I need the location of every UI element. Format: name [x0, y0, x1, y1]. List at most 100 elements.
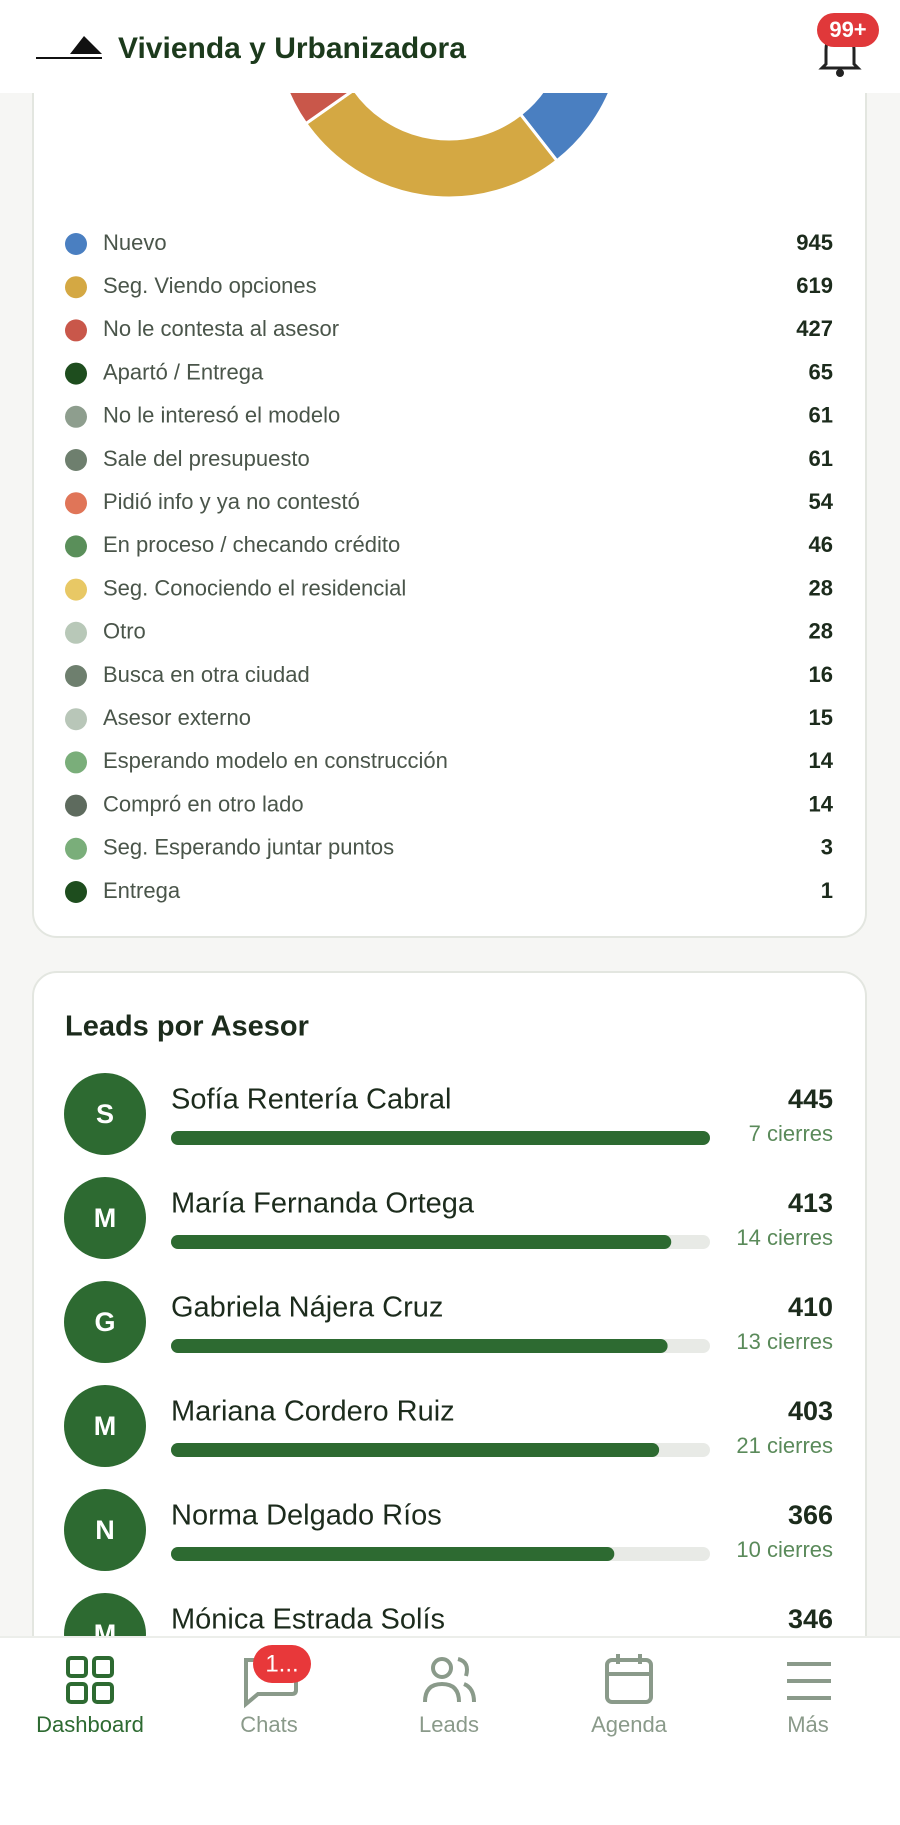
avatar: [64, 1385, 146, 1467]
advisor-name: Sofía Rentería Cabral: [171, 1084, 451, 1116]
nav-label[interactable]: Leads: [419, 1712, 479, 1737]
legend-label: Esperando modelo en construcción: [103, 748, 448, 773]
avatar-initial: N: [95, 1515, 115, 1545]
chats-badge-text: 1...: [265, 1650, 298, 1677]
avatar-initial: M: [94, 1411, 117, 1441]
legend-value: 14: [809, 748, 834, 773]
logo: [36, 36, 102, 54]
legend-value: 3: [821, 835, 833, 860]
legend-value: 54: [809, 489, 834, 514]
agenda-icon[interactable]: [605, 1654, 653, 1704]
legend-dot: [65, 233, 87, 255]
legend-dot: [65, 837, 87, 860]
legend-dot: [65, 708, 87, 731]
legend-value: 28: [809, 575, 833, 600]
legend-value: 15: [809, 705, 833, 730]
lead-bar: [171, 1443, 660, 1457]
legend-dot: [65, 881, 87, 903]
legend-dot: [65, 751, 87, 774]
legend-label: No le contesta al asesor: [103, 316, 339, 341]
lead-count: 403: [788, 1396, 833, 1426]
legend-label: Seg. Conociendo el residencial: [103, 575, 406, 600]
legend-value: 619: [796, 273, 833, 298]
donut-segment: [303, 87, 560, 200]
status-card: [32, 0, 867, 938]
legend-dot: [65, 492, 87, 515]
legend-value: 16: [809, 662, 833, 687]
app-title: Vivienda y Urbanizadora: [118, 32, 466, 65]
legend-label: Nuevo: [103, 230, 167, 255]
nav-label[interactable]: Chats: [240, 1712, 297, 1737]
avatar: [64, 1281, 146, 1363]
legend-label: Otro: [103, 619, 146, 644]
legend-label: Busca en otra ciudad: [103, 662, 310, 687]
nav-label[interactable]: Dashboard: [36, 1712, 144, 1737]
nav-label[interactable]: Más: [787, 1712, 829, 1737]
advisor-name: Mónica Estrada Solís: [171, 1604, 445, 1636]
header: [0, 0, 900, 93]
lead-count: 445: [788, 1084, 833, 1114]
legend-value: 46: [809, 532, 833, 557]
legend-dot: [65, 794, 87, 817]
avatar-initial: M: [94, 1203, 117, 1233]
legend-dot: [65, 405, 87, 428]
advisor-name: Gabriela Nájera Cruz: [171, 1292, 443, 1324]
legend-label: En proceso / checando crédito: [103, 532, 400, 557]
legend-value: 61: [809, 446, 833, 471]
legend-value: 28: [809, 619, 833, 644]
avatar: [64, 1489, 146, 1571]
legend-dot: [65, 319, 87, 342]
lead-bar: [171, 1339, 668, 1353]
advisor-name: Norma Delgado Ríos: [171, 1500, 442, 1532]
legend-label: Seg. Viendo opciones: [103, 273, 317, 298]
menu-icon[interactable]: [787, 1662, 831, 1700]
bell-clapper: [836, 69, 844, 77]
avatar: [64, 1177, 146, 1259]
avatar-initial: G: [94, 1307, 115, 1337]
legend-dot: [65, 665, 87, 687]
closings: 14 cierres: [736, 1225, 833, 1250]
nav-label[interactable]: Agenda: [591, 1712, 668, 1737]
advisor-name: Mariana Cordero Ruiz: [171, 1396, 455, 1428]
legend-label: Pidió info y ya no contestó: [103, 489, 360, 514]
legend-label: Apartó / Entrega: [103, 359, 264, 384]
dashboard-icon[interactable]: [66, 1656, 114, 1704]
legend-dot: [65, 535, 87, 558]
notification-badge: [817, 13, 879, 47]
legend-label: No le interesó el modelo: [103, 403, 340, 428]
notification-count: 99+: [829, 17, 866, 42]
legend-dot: [65, 578, 87, 601]
legend-dot: [65, 449, 87, 471]
avatar: [64, 1073, 146, 1155]
chats-badge: [253, 1645, 311, 1683]
legend-value: 61: [809, 403, 833, 428]
lead-bar: [171, 1131, 710, 1145]
closings: 7 cierres: [749, 1121, 833, 1146]
section-title: Leads por Asesor: [65, 1011, 309, 1043]
closings: 13 cierres: [736, 1329, 833, 1354]
legend-value: 427: [796, 316, 833, 341]
legend-label: Asesor externo: [103, 705, 251, 730]
legend-dot: [65, 276, 87, 299]
lead-bar: [171, 1547, 615, 1561]
legend-value: 945: [796, 230, 833, 255]
lead-count: 410: [788, 1292, 833, 1322]
lead-count: 346: [788, 1604, 833, 1634]
legend-value: 1: [821, 878, 833, 903]
legend-label: Entrega: [103, 878, 181, 903]
legend-label: Compró en otro lado: [103, 791, 304, 816]
legend-dot: [65, 362, 87, 385]
closings: 10 cierres: [736, 1537, 833, 1562]
leads-icon[interactable]: [423, 1657, 476, 1703]
legend-label: Sale del presupuesto: [103, 446, 310, 471]
legend-value: 65: [809, 359, 833, 384]
closings: 21 cierres: [736, 1433, 833, 1458]
advisor-name: María Fernanda Ortega: [171, 1188, 475, 1220]
legend-dot: [65, 621, 87, 644]
legend-label: Seg. Esperando juntar puntos: [103, 835, 394, 860]
legend-value: 14: [809, 791, 834, 816]
lead-count: 366: [788, 1500, 833, 1530]
